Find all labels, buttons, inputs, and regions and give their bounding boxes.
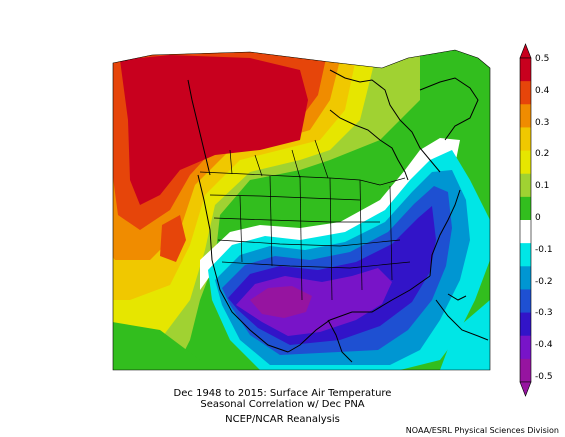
colorbar-swatch (520, 335, 531, 360)
colorbar-tick-label: 0.4 (535, 85, 550, 96)
map-frame (112, 49, 491, 371)
colorbar-swatch (520, 104, 531, 128)
colorbar-swatch (520, 220, 531, 244)
colorbar-tick-label: -0.2 (535, 276, 553, 287)
colorbar-tick-label: 0.3 (535, 117, 550, 128)
colorbar-tick-label: 0.5 (535, 54, 550, 64)
colorbar-swatch (520, 289, 531, 314)
colorbar-down-arrow-icon (519, 381, 532, 397)
colorbar-swatch (520, 196, 531, 221)
colorbar-swatch (520, 173, 531, 198)
colorbar-swatch (520, 312, 531, 337)
map-field (113, 50, 490, 370)
political-borders (199, 139, 411, 301)
caption-line-3: NCEP/NCAR Reanalysis (225, 414, 340, 425)
colorbar-tick-label: -0.3 (535, 308, 553, 319)
colorbar-up-arrow-icon (519, 43, 532, 59)
colorbar (519, 43, 532, 397)
colorbar-swatch (520, 127, 531, 152)
colorbar-tick-label: 0.1 (535, 181, 550, 192)
colorbar-tick-label: -0.4 (535, 340, 553, 351)
colorbar-tick-label: 0 (535, 213, 541, 223)
colorbar-swatch (520, 81, 531, 105)
caption-line-1: Dec 1948 to 2015: Surface Air Temperatur… (173, 388, 392, 399)
coastlines (187, 69, 489, 363)
colorbar-tick-label: 0.2 (535, 149, 550, 160)
colorbar-tick-label: -0.1 (535, 244, 553, 255)
colorbar-swatch (520, 150, 531, 175)
caption-line-2: Seasonal Correlation w/ Dec PNA (200, 399, 365, 410)
colorbar-swatch (520, 58, 531, 82)
colorbar-swatch (520, 358, 531, 383)
colorbar-swatch (520, 243, 531, 267)
colorbar-swatch (520, 266, 531, 290)
credit-text: NOAA/ESRL Physical Sciences Division (405, 426, 559, 435)
colorbar-tick-label: -0.5 (535, 372, 553, 382)
